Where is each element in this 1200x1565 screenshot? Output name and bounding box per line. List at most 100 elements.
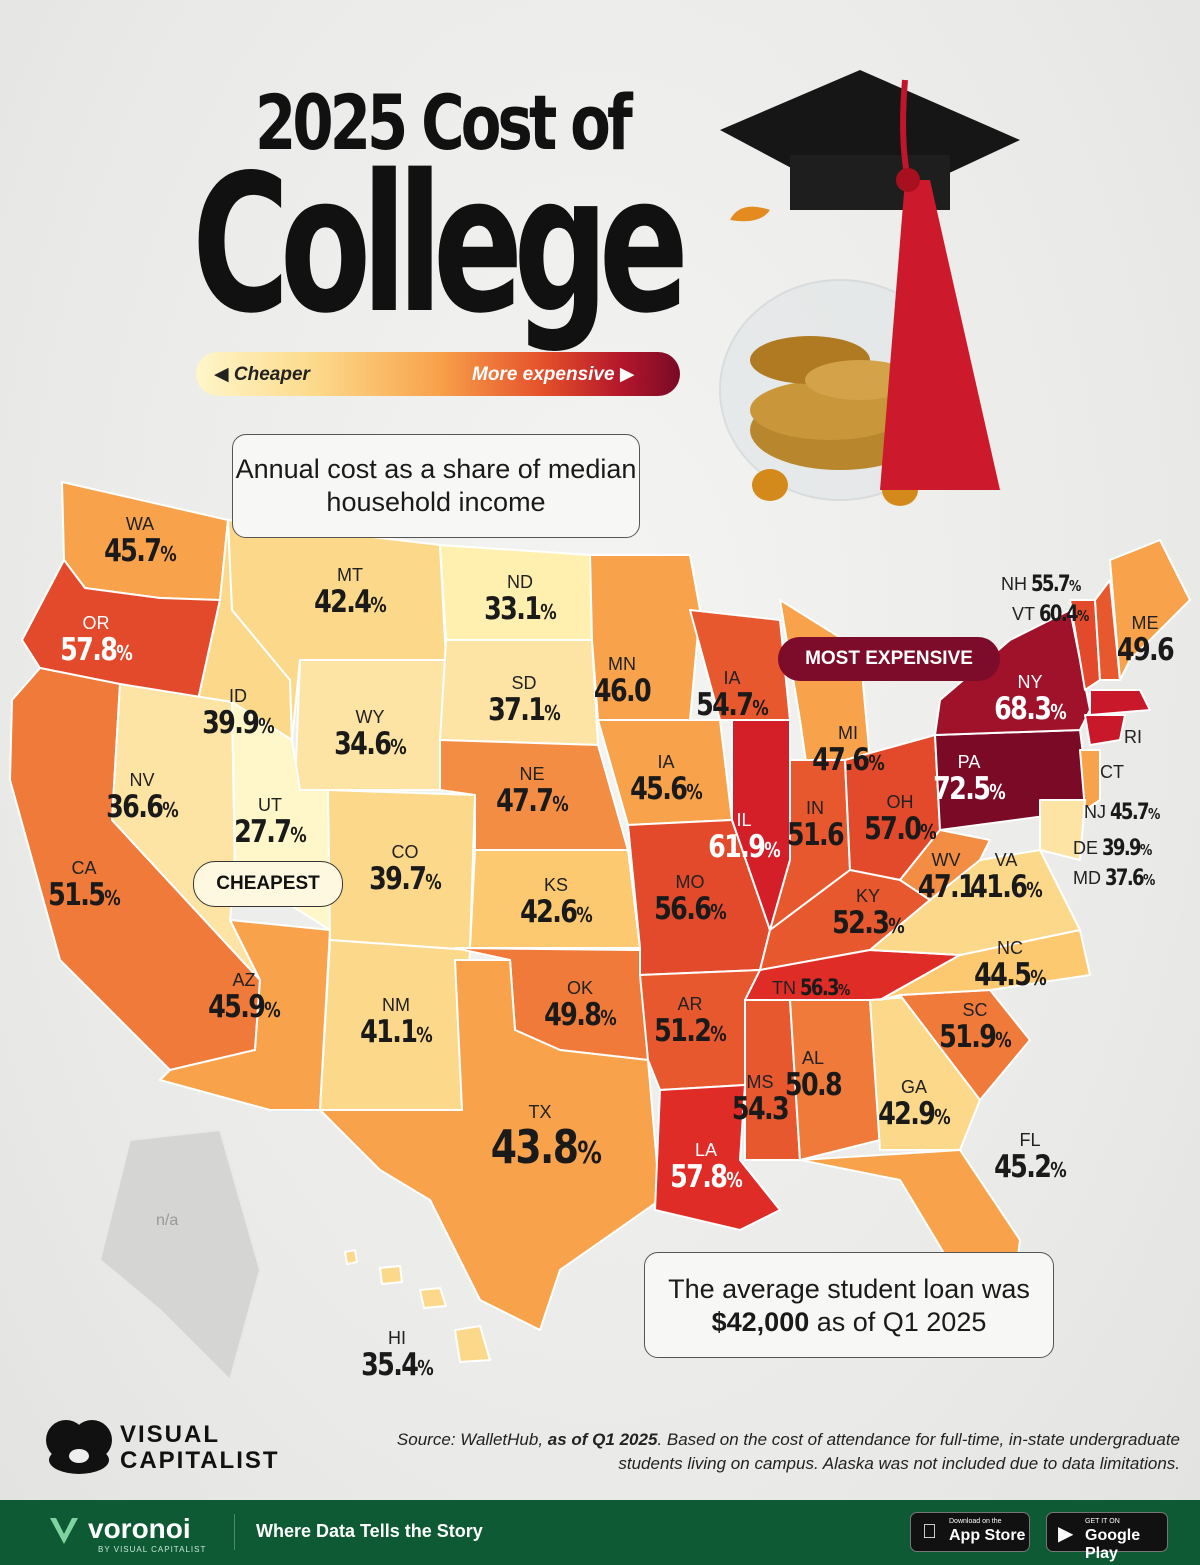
- state-ma: [1089, 689, 1151, 716]
- state-abbr: IA: [723, 668, 741, 688]
- state-me: [1109, 539, 1191, 681]
- state-value: 51.5%: [48, 877, 121, 913]
- state-label-co: CO 39.7%: [345, 842, 465, 899]
- state-label-mt: MT 42.4%: [290, 565, 410, 622]
- state-abbr: VA: [994, 850, 1018, 870]
- state-abbr: AL: [801, 1048, 825, 1068]
- state-label-nd: ND 33.1%: [460, 572, 580, 629]
- percent-sign: %: [868, 751, 884, 775]
- state-label-ct: CT: [1100, 762, 1124, 783]
- state-abbr: NM: [382, 995, 410, 1015]
- state-label-tx: TX 43.8%: [480, 1102, 602, 1179]
- voronoi-logo-text[interactable]: voronoi: [88, 1513, 191, 1544]
- student-loan-callout: The average student loan was $42,000 as …: [644, 1252, 1054, 1358]
- state-label-ok: OK 49.8%: [520, 978, 640, 1035]
- percent-sign: %: [1068, 577, 1081, 595]
- state-hi-4: [454, 1325, 491, 1363]
- state-label-ga: GA 42.9%: [854, 1077, 974, 1134]
- legend-cheaper-label: ◀ Cheaper: [214, 364, 310, 385]
- state-label-az: AZ 45.9%: [184, 970, 304, 1027]
- state-abbr: IL: [736, 810, 752, 830]
- percent-sign: %: [710, 1022, 726, 1046]
- graduation-cap-piggy-bank-illustration: [719, 70, 1020, 506]
- google-play-button[interactable]: ▶ GET IT ON Google Play: [1046, 1512, 1168, 1562]
- state-value: 55.7%: [1031, 572, 1081, 597]
- state-value: 42.4%: [314, 584, 387, 620]
- state-abbr: OH: [886, 792, 914, 812]
- state-label-ri: RI: [1124, 727, 1142, 748]
- state-value: 57.8%: [60, 632, 133, 668]
- state-label-pa: PA 72.5%: [909, 752, 1029, 809]
- state-label-hi: HI 35.4%: [337, 1328, 457, 1385]
- state-tx: [319, 959, 661, 1331]
- state-de-md: [1039, 799, 1086, 861]
- state-label-sc: SC 51.9%: [915, 1000, 1035, 1057]
- state-label-wa: WA 45.7%: [80, 514, 200, 571]
- brand-line-2: CAPITALIST: [120, 1447, 280, 1474]
- app-store-button[interactable]:  Download on the App Store: [910, 1512, 1030, 1552]
- state-value: 60.4%: [1039, 602, 1089, 627]
- state-label-la: LA 57.8%: [646, 1140, 766, 1197]
- percent-sign: %: [989, 780, 1005, 804]
- percent-sign: %: [104, 886, 120, 910]
- state-hi-2: [379, 1265, 403, 1285]
- state-label-ia: IA 54.7%: [672, 668, 792, 725]
- state-abbr: KY: [855, 886, 880, 906]
- percent-sign: %: [370, 593, 386, 617]
- state-abbr: CA: [71, 858, 97, 878]
- title-line-2: College: [192, 134, 689, 355]
- state-value: 43.8%: [490, 1120, 602, 1174]
- state-value: 45.9%: [208, 989, 281, 1025]
- footer-tagline: Where Data Tells the Story: [256, 1521, 483, 1541]
- state-value: 45.7%: [1110, 800, 1160, 825]
- state-label-vt: VT 60.4%: [1012, 598, 1099, 633]
- state-label-ks: KS 42.6%: [496, 875, 616, 932]
- percent-sign: %: [540, 600, 556, 624]
- state-abbr: UT: [258, 795, 282, 815]
- state-abbr: OR: [82, 613, 110, 633]
- brand-line-1: VISUAL: [120, 1421, 221, 1448]
- state-value: 56.6%: [654, 891, 727, 927]
- state-label-nh: NH 55.7%: [1001, 568, 1091, 603]
- app-store-label: App Store: [949, 1527, 1026, 1544]
- state-abbr: NC: [997, 938, 1023, 958]
- percent-sign: %: [686, 780, 702, 804]
- state-value: 41.1%: [360, 1014, 433, 1050]
- state-abbr: ME: [1131, 613, 1159, 633]
- percent-sign: %: [837, 981, 850, 999]
- source-date: as of Q1 2025: [547, 1430, 658, 1449]
- google-play-label: Google Play: [1085, 1527, 1141, 1562]
- state-label-ne: NE 47.7%: [472, 764, 592, 821]
- state-value: 56.3%: [800, 976, 850, 1001]
- state-label-de: DE 39.9%: [1073, 832, 1162, 867]
- percent-sign: %: [425, 870, 441, 894]
- state-value: 46.0: [593, 673, 652, 709]
- percent-sign: %: [577, 1136, 602, 1171]
- loan-amount: $42,000: [711, 1307, 810, 1337]
- state-value: 45.6%: [630, 771, 703, 807]
- state-value: 49.6: [1116, 632, 1175, 668]
- state-label-mn: MN 46.0: [562, 654, 682, 708]
- state-abbr: HI: [388, 1328, 406, 1348]
- state-abbr: MO: [675, 872, 705, 892]
- state-abbr: ND: [507, 572, 533, 592]
- state-value: 52.3%: [832, 905, 905, 941]
- percent-sign: %: [258, 714, 274, 738]
- state-label-nj: NJ 45.7%: [1084, 796, 1170, 831]
- percent-sign: %: [764, 838, 780, 862]
- state-abbr: WV: [931, 850, 961, 870]
- state-value: 34.6%: [334, 726, 407, 762]
- percent-sign: %: [752, 696, 768, 720]
- percent-sign: %: [552, 792, 568, 816]
- percent-sign: %: [920, 820, 936, 844]
- state-label-sd: SD 37.1%: [464, 673, 584, 730]
- state-label-nv: NV 36.6%: [82, 770, 202, 827]
- legend-more-expensive-label: More expensive ▶: [472, 364, 635, 385]
- state-abbr: MN: [608, 654, 636, 674]
- source-text: . Based on the cost of attendance for fu…: [618, 1430, 1180, 1473]
- state-hi-3: [419, 1287, 447, 1309]
- percent-sign: %: [116, 641, 132, 665]
- state-abbr: NE: [519, 764, 545, 784]
- state-abbr: MT: [337, 565, 363, 585]
- percent-sign: %: [416, 1023, 432, 1047]
